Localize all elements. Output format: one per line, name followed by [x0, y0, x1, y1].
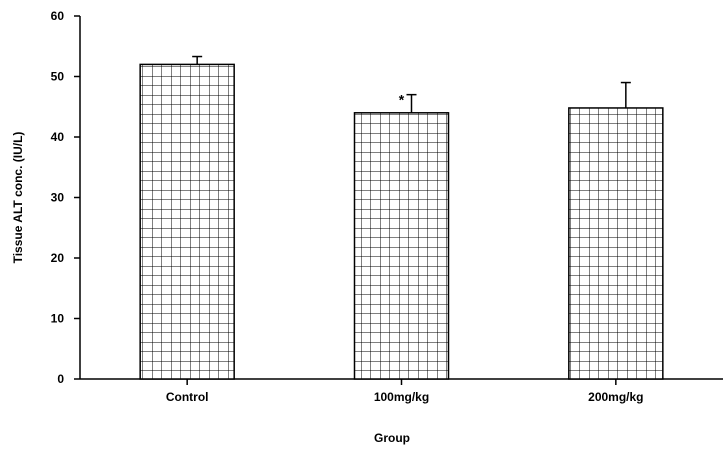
y-tick-label: 20 — [51, 251, 65, 265]
x-axis: Control 100mg/kg 200mg/kg — [80, 378, 723, 404]
y-tick-label: 50 — [51, 70, 65, 84]
x-tick-label: Control — [166, 390, 209, 404]
y-axis-title: Tissue ALT conc. (IU/L) — [11, 132, 25, 264]
x-tick-label: 200mg/kg — [588, 390, 643, 404]
bar-2 — [353, 112, 450, 380]
y-tick-label: 30 — [51, 191, 65, 205]
y-tick-label: 60 — [51, 9, 65, 23]
bar-3 — [568, 107, 664, 380]
bar-1 — [139, 63, 235, 380]
bars: * — [139, 55, 664, 380]
x-tick-label: 100mg/kg — [374, 390, 429, 404]
y-tick-label: 0 — [57, 372, 64, 386]
y-tick-label: 10 — [51, 312, 65, 326]
x-axis-title: Group — [374, 431, 410, 445]
significance-marker: * — [399, 92, 405, 108]
y-axis: 0 10 20 30 40 50 60 — [51, 9, 81, 386]
y-tick-label: 40 — [51, 130, 65, 144]
